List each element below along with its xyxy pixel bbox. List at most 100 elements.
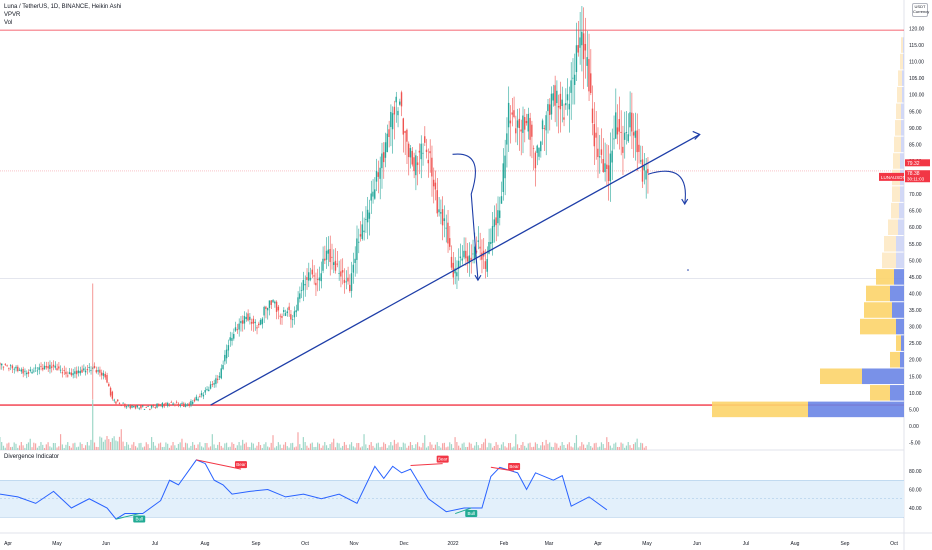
volume-bar <box>336 442 338 450</box>
candle-body <box>86 369 89 371</box>
candle-body <box>308 272 310 281</box>
candle-body <box>477 240 479 242</box>
time-tick-label: Sep <box>252 541 261 547</box>
candle-body <box>100 372 103 376</box>
candle-body <box>150 405 153 408</box>
volume-bar <box>186 443 188 450</box>
candle-body <box>590 73 592 93</box>
volume-bar <box>590 446 592 450</box>
candle-body <box>74 371 76 374</box>
volume-bar <box>208 447 210 450</box>
volume-bar <box>258 442 260 450</box>
volume-bar <box>117 441 119 450</box>
candle-body <box>163 403 165 407</box>
volume-bar <box>561 442 563 450</box>
volume-bar <box>259 445 262 450</box>
candle-body <box>283 310 285 313</box>
volume-bar <box>549 442 551 450</box>
candle-body <box>225 349 228 359</box>
candle-body <box>304 283 306 286</box>
candle-body <box>65 371 67 375</box>
volume-bar <box>509 442 512 450</box>
volume-bar <box>395 443 397 450</box>
candle-body <box>502 163 504 192</box>
volume-bar <box>192 442 194 450</box>
volume-bar <box>527 443 529 450</box>
volume-bar <box>267 446 269 450</box>
vp-up-bar <box>712 401 808 418</box>
price-tick-label: 30.00 <box>909 325 922 331</box>
volume-bar <box>538 447 540 450</box>
candle-body <box>354 258 356 264</box>
volume-bar <box>29 438 31 450</box>
time-tick-label: Mar <box>545 541 554 547</box>
candle-body <box>109 387 112 396</box>
volume-bar <box>229 446 231 450</box>
volume-bar <box>516 444 519 450</box>
divergence-line-bear <box>490 466 515 472</box>
volume-bar <box>370 442 372 450</box>
vp-up-bar <box>893 153 900 169</box>
volume-bar <box>365 444 367 450</box>
volume-bar <box>449 442 451 450</box>
currency-badge[interactable]: USDT Currency <box>912 3 929 17</box>
volume-bar <box>600 442 603 450</box>
volume-bar <box>593 443 595 450</box>
candle-body <box>540 141 542 152</box>
candle-body <box>350 273 353 291</box>
candle-body <box>302 279 305 291</box>
candle-body <box>184 404 187 407</box>
candle-body <box>227 345 230 351</box>
vol-label[interactable]: Vol <box>4 20 13 26</box>
volume-bar <box>311 442 313 450</box>
volume-bar <box>197 444 199 450</box>
vp-down-bar <box>903 53 904 70</box>
candle-body <box>152 404 155 407</box>
volume-bar <box>133 442 135 450</box>
volume-bar <box>320 447 322 450</box>
candle-body <box>427 159 429 164</box>
volume-bar <box>500 444 503 450</box>
candle-body <box>377 172 380 177</box>
volume-bar <box>504 446 506 450</box>
candle-body <box>186 404 189 406</box>
volume-bar <box>45 444 47 450</box>
vpvr-label[interactable]: VPVR <box>4 12 21 18</box>
candle-body <box>145 406 147 408</box>
vp-up-bar <box>876 269 894 285</box>
volume-bar <box>463 442 465 450</box>
candle-body <box>129 404 131 409</box>
osc-tick-label: 40.00 <box>909 506 922 512</box>
currency-badge-code: USDT <box>914 4 926 9</box>
candle-body <box>318 277 321 281</box>
candle-body <box>56 368 58 371</box>
candle-body <box>577 45 579 53</box>
prev-price-tag <box>905 159 930 167</box>
candle-body <box>527 113 529 132</box>
candle-body <box>84 370 87 373</box>
volume-bar <box>566 444 569 450</box>
candle-body <box>290 314 292 320</box>
volume-bar <box>222 447 224 450</box>
oscillator-title[interactable]: Divergence Indicator <box>4 454 60 460</box>
candle-body <box>277 306 280 311</box>
candle-body <box>597 148 599 158</box>
candle-body <box>579 37 581 48</box>
candle-body <box>499 210 501 218</box>
candle-body <box>124 403 126 407</box>
volume-bar <box>52 442 55 450</box>
volume-bar <box>213 444 215 450</box>
divergence-line-bull <box>455 507 472 515</box>
divergence-line-bear <box>410 463 443 466</box>
divergence-label-bear: Bear <box>438 457 448 462</box>
volume-bar <box>441 443 444 450</box>
divergence-label-bull: Bull <box>135 517 143 522</box>
candle-body <box>472 253 474 255</box>
candle-body <box>572 77 574 79</box>
candle-body <box>372 191 374 197</box>
candle-body <box>409 148 412 158</box>
volume-bar <box>33 442 35 450</box>
candle-body <box>332 262 335 265</box>
candle-body <box>2 366 5 368</box>
candle-body <box>343 279 346 283</box>
